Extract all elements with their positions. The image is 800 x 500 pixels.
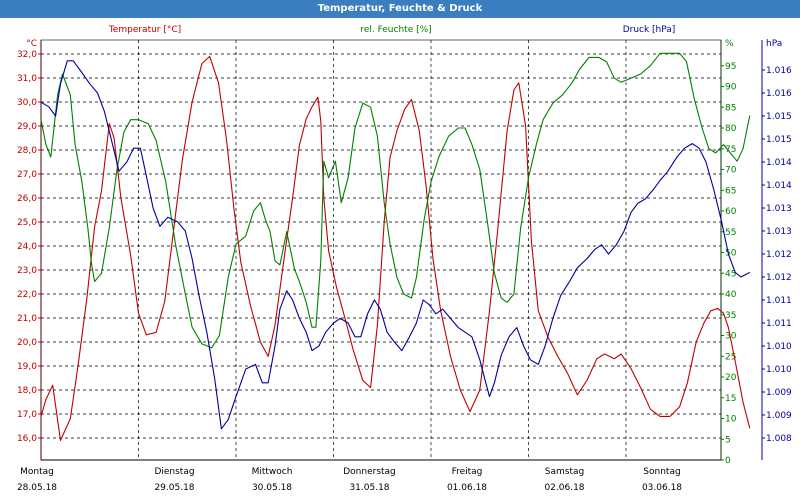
- x-day-label: Donnerstag: [343, 467, 396, 477]
- x-day-label: Sonntag: [643, 467, 680, 477]
- right2-tick-label: 1.009: [766, 388, 792, 398]
- left-tick-label: 18,0: [17, 386, 37, 396]
- right2-tick-label: 1.011: [766, 319, 792, 329]
- left-tick-label: 30,0: [17, 98, 37, 108]
- left-tick-label: 24,0: [17, 242, 37, 252]
- left-tick-label: 23,0: [17, 266, 37, 276]
- right2-unit-label: hPa: [766, 39, 782, 49]
- weather-chart: 16,0 17,0 18,0 19,0 20,0 21,0 22,0 23,0 24,0 25,0…: [17, 25, 792, 493]
- right2-tick-label: 1.009: [766, 411, 792, 421]
- temperature-line: [40, 55, 751, 441]
- right1-tick-label: 35: [725, 311, 736, 321]
- right2-tick-label: 1.008: [766, 434, 792, 444]
- x-day-label: Samstag: [545, 467, 584, 477]
- right1-tick-label: 75: [725, 145, 736, 155]
- legend-pressure: Druck [hPa]: [623, 25, 676, 35]
- right1-tick-label: 25: [725, 352, 736, 362]
- x-day-label: Dienstag: [154, 467, 194, 477]
- x-day-label: Mittwoch: [252, 467, 293, 477]
- right1-tick-label: 90: [725, 83, 737, 93]
- window-title: Temperatur, Feuchte & Druck: [0, 0, 800, 18]
- right1-tick-label: 30: [725, 332, 737, 342]
- right2-tick-label: 1.014: [766, 181, 792, 191]
- left-tick-label: 25,0: [17, 218, 37, 228]
- left-tick-label: 31,0: [17, 74, 37, 84]
- right2-tick-label: 1.012: [766, 273, 792, 283]
- right1-tick-label: 5: [725, 435, 731, 445]
- left-tick-label: 26,0: [17, 194, 37, 204]
- x-day-label: Freitag: [452, 467, 483, 477]
- right2-tick-label: 1.010: [766, 342, 792, 352]
- right2-tick-label: 1.010: [766, 365, 792, 375]
- right2-tick-label: 1.013: [766, 204, 792, 214]
- right1-tick-label: 40: [725, 290, 737, 300]
- left-tick-label: 28,0: [17, 146, 37, 156]
- left-tick-label: 21,0: [17, 314, 37, 324]
- right1-tick-label: 70: [725, 166, 737, 176]
- right2-tick-label: 1.013: [766, 227, 792, 237]
- left-tick-label: 17,0: [17, 410, 37, 420]
- left-tick-label: 19,0: [17, 362, 37, 372]
- right1-tick-label: 60: [725, 207, 737, 217]
- right1-tick-label: 95: [725, 62, 736, 72]
- right2-tick-label: 1.016: [766, 66, 792, 76]
- left-unit-label: °C: [26, 39, 37, 49]
- right1-tick-label: 15: [725, 394, 736, 404]
- left-tick-label: 22,0: [17, 290, 37, 300]
- x-date-label: 31.05.18: [349, 483, 389, 493]
- x-day-label: Montag: [20, 467, 54, 477]
- right1-tick-label: 55: [725, 228, 736, 238]
- left-tick-label: 32,0: [17, 50, 37, 60]
- right2-tick-label: 1.014: [766, 158, 792, 168]
- right1-tick-label: 20: [725, 373, 737, 383]
- right1-unit-label: %: [725, 39, 734, 49]
- x-date-label: 03.06.18: [642, 483, 682, 493]
- right1-tick-label: 65: [725, 186, 736, 196]
- left-tick-label: 20,0: [17, 338, 37, 348]
- legend-humidity: rel. Feuchte [%]: [360, 25, 431, 35]
- left-tick-label: 29,0: [17, 122, 37, 132]
- right1-tick-label: 45: [725, 269, 736, 279]
- right1-tick-label: 0: [725, 456, 731, 466]
- right2-tick-label: 1.011: [766, 296, 792, 306]
- right2-tick-label: 1.015: [766, 135, 792, 145]
- legend-temperature: Temperatur [°C]: [108, 25, 181, 35]
- right1-tick-label: 85: [725, 103, 736, 113]
- x-date-label: 30.05.18: [252, 483, 292, 493]
- right2-tick-label: 1.015: [766, 112, 792, 122]
- left-tick-label: 16,0: [17, 434, 37, 444]
- right1-tick-label: 50: [725, 249, 737, 259]
- plot-frame: [40, 39, 722, 461]
- x-date-label: 28.05.18: [17, 483, 57, 493]
- x-date-label: 01.06.18: [447, 483, 487, 493]
- right1-tick-label: 80: [725, 124, 737, 134]
- x-date-label: 29.05.18: [154, 483, 194, 493]
- right2-tick-label: 1.016: [766, 89, 792, 99]
- humidity-line: [40, 52, 751, 349]
- pressure-line: [40, 60, 751, 430]
- right1-tick-label: 10: [725, 415, 737, 425]
- left-tick-label: 27,0: [17, 170, 37, 180]
- x-date-label: 02.06.18: [544, 483, 584, 493]
- right2-tick-label: 1.012: [766, 250, 792, 260]
